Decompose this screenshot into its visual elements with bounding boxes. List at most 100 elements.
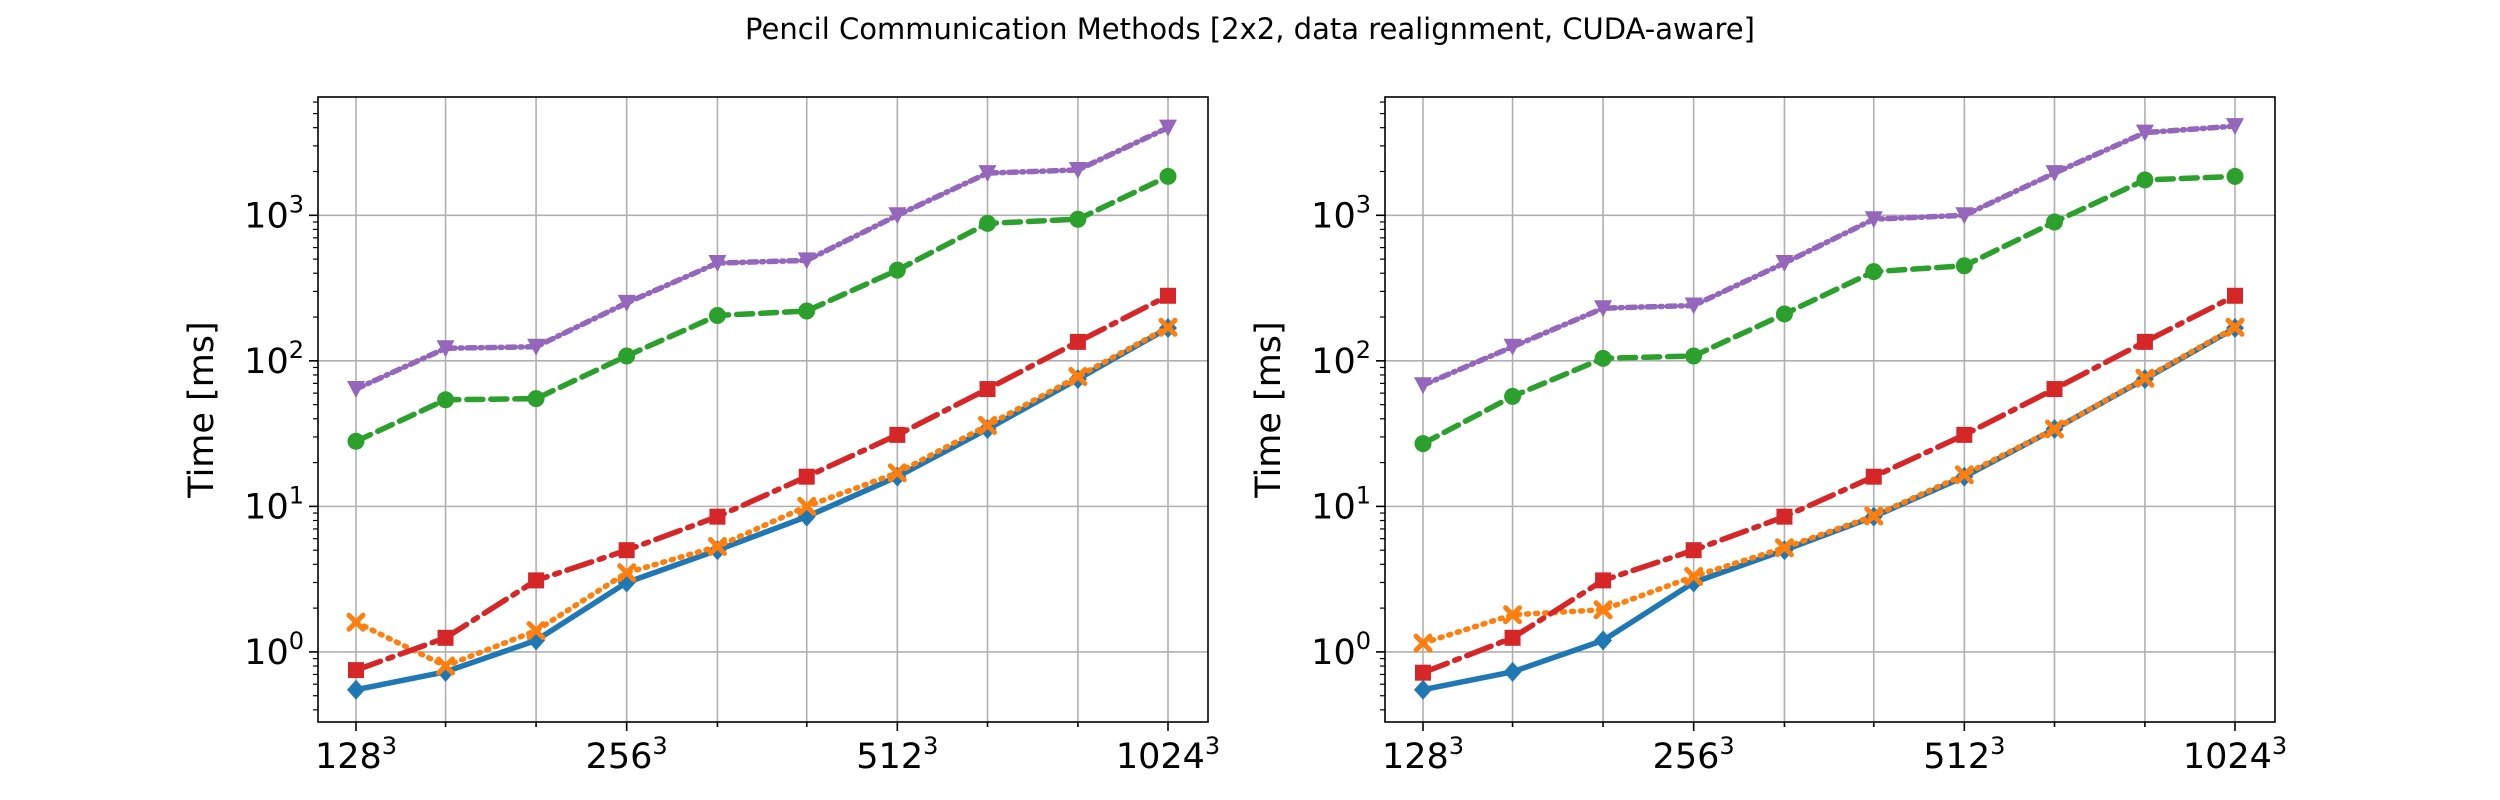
y-tick-label: 102 [1311, 336, 1371, 382]
series-4-point [1775, 305, 1793, 323]
y-tick-label: 101 [244, 481, 304, 527]
x-tick-label: 2563 [1653, 732, 1735, 777]
series-5-point [797, 252, 816, 270]
plot-frame [1384, 96, 2276, 723]
series-4-point [708, 306, 726, 324]
series-4-point [1414, 435, 1432, 453]
series-2-point [1593, 600, 1613, 620]
series-1-line [353, 325, 1171, 693]
series-5-point [1068, 161, 1087, 179]
series-2-line [1420, 324, 2238, 646]
series-5-point [617, 294, 636, 312]
series-3-point [1956, 426, 1973, 443]
series-2-point [617, 563, 637, 583]
series-4-point [1069, 210, 1087, 228]
series-5-point [888, 207, 907, 225]
series-5-point [1955, 207, 1974, 225]
series-2-point [2225, 317, 2245, 337]
series-3-point [1069, 333, 1086, 350]
series-2-point [1068, 367, 1088, 387]
y-tick-label: 103 [1311, 190, 1371, 236]
series-3-point [1865, 468, 1882, 485]
series-5-line [1420, 123, 2238, 388]
series-5-point [1684, 297, 1703, 315]
series-2-point [346, 612, 366, 632]
series-4-point [2226, 167, 2244, 185]
series-3-point [1685, 542, 1702, 559]
x-tick-label: 1283 [1382, 732, 1464, 777]
series-5-point [1864, 211, 1883, 229]
x-tick-label: 10243 [2183, 732, 2287, 777]
series-5-point [1775, 255, 1794, 273]
series-3-line [1420, 293, 2238, 676]
y-tick-label: 103 [244, 190, 304, 236]
series-5-point [1594, 300, 1613, 318]
series-4-point [2046, 213, 2064, 231]
series-2-point [1864, 506, 1884, 526]
series-2-point [436, 656, 456, 676]
plot-frame [317, 96, 1209, 723]
series-4-point [798, 302, 816, 320]
series-4-point [618, 347, 636, 365]
series-3-point [889, 426, 906, 443]
series-2-point [797, 496, 817, 516]
series-2-point [707, 537, 727, 557]
series-1-point [1503, 661, 1522, 682]
y-axis-label: Time [ms] [182, 321, 222, 498]
series-3-point [528, 572, 545, 589]
series-2-point [978, 415, 998, 435]
x-tick-label: 5123 [856, 732, 938, 777]
series-3-point [2227, 287, 2243, 304]
series-5-point [436, 340, 455, 358]
y-tick-label: 100 [1311, 627, 1371, 673]
subplot-2: 1283 2563 5123 10243 100 101 102 103 Time [ms] [1249, 96, 2287, 777]
series-3-point [618, 542, 635, 559]
series-1-point [797, 506, 816, 527]
series-5-point [2045, 165, 2064, 183]
series-3-point [2046, 381, 2063, 398]
series-3-point [798, 468, 815, 485]
x-tick-label: 1283 [315, 732, 397, 777]
series-3-point [1595, 572, 1612, 589]
series-5-point [2226, 118, 2244, 136]
series-3-point [709, 508, 726, 525]
series-4-point [527, 390, 545, 408]
series-2-point [1774, 538, 1794, 558]
series-4-point [437, 391, 455, 409]
series-2-line [353, 324, 1171, 669]
series-2-point [2045, 419, 2065, 439]
series-3-point [1415, 664, 1431, 681]
series-5-point [708, 255, 727, 273]
series-2-point [526, 621, 546, 641]
series-5-point [978, 165, 997, 183]
y-tick-label: 101 [1311, 481, 1371, 527]
series-2-point [1158, 317, 1178, 337]
series-4-point [2136, 171, 2154, 189]
figure-title: Pencil Communication Methods [2x2, data … [745, 12, 1755, 46]
series-3-point [348, 662, 364, 679]
series-2-point [1954, 465, 1974, 485]
series-4-line [1420, 173, 2238, 447]
series-2-point [1684, 566, 1704, 586]
series-5-point [347, 381, 365, 399]
series-4-point [1594, 349, 1612, 367]
y-axis-label: Time [ms] [1249, 321, 1289, 498]
series-3-point [1504, 629, 1521, 646]
series-4-point [1685, 347, 1703, 365]
series-4-point [1955, 257, 1973, 275]
y-tick-label: 102 [244, 336, 304, 382]
series-2-point [1503, 605, 1523, 625]
series-1-point [347, 679, 365, 700]
series-5-point [1414, 377, 1432, 395]
series-3-line [353, 293, 1171, 673]
series-1-point [1594, 630, 1613, 651]
series-3-point [1776, 508, 1793, 525]
series-4-point [347, 432, 365, 450]
series-4-point [1504, 387, 1522, 405]
series-2-point [2135, 368, 2155, 388]
x-tick-label: 5123 [1923, 732, 2005, 777]
series-5-line [353, 124, 1171, 392]
series-3-point [437, 629, 454, 646]
series-3-point [979, 381, 996, 398]
series-2-point [1413, 633, 1433, 653]
